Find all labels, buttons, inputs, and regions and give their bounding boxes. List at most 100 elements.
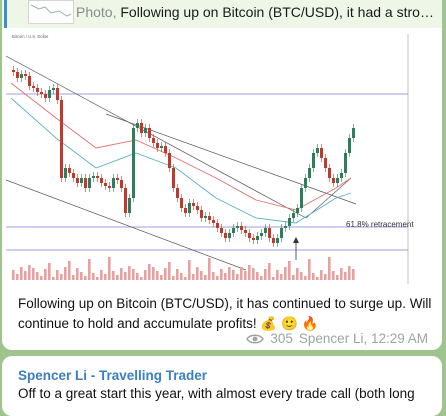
volume-bar — [272, 277, 275, 280]
volume-bar — [120, 268, 123, 280]
next-message-author[interactable]: Spencer Li - Travelling Trader — [18, 368, 208, 383]
message-bubble: Bitcoin / U.S. Dollar 61.8% retracement … — [2, 28, 442, 350]
candle — [172, 168, 175, 188]
candle — [64, 168, 67, 178]
volume-bar — [172, 276, 175, 280]
candle — [104, 183, 107, 186]
volume-bar — [340, 268, 343, 280]
volume-bar — [264, 269, 267, 280]
volume-bar — [164, 268, 167, 280]
volume-bar — [236, 274, 239, 280]
volume-bar — [144, 270, 147, 280]
volume-bar — [36, 272, 39, 280]
volume-bar — [68, 261, 71, 280]
volume-bar — [156, 271, 159, 280]
volume-bar — [292, 275, 295, 280]
volume-bar — [316, 277, 319, 280]
volume-bar — [80, 272, 83, 280]
candle — [224, 233, 227, 238]
volume-bar — [296, 268, 299, 280]
candle — [20, 74, 23, 78]
candle — [56, 88, 59, 100]
candle — [308, 168, 311, 178]
candle — [248, 233, 251, 238]
volume-bar — [192, 274, 195, 280]
volume-bar — [100, 270, 103, 280]
candle — [336, 178, 339, 183]
volume-bar — [204, 275, 207, 280]
volume-bar — [168, 262, 171, 280]
candle — [244, 230, 247, 233]
candle — [144, 128, 147, 133]
chart-image[interactable]: Bitcoin / U.S. Dollar 61.8% retracement — [6, 28, 442, 290]
volume-bar — [136, 273, 139, 280]
reply-label: Photo, — [76, 4, 117, 20]
moving-average-line — [10, 82, 352, 211]
volume-bar — [16, 274, 19, 280]
eye-icon — [246, 333, 265, 345]
candle — [304, 178, 307, 188]
candle — [296, 208, 299, 213]
volume-bar — [128, 266, 131, 280]
trendline — [6, 55, 307, 219]
volume-bar — [300, 272, 303, 280]
candle — [72, 173, 75, 178]
volume-bar — [212, 272, 215, 280]
volume-bar — [40, 276, 43, 280]
volume-bar — [348, 266, 351, 280]
reply-preview[interactable]: Photo, Following up on Bitcoin (BTC/USD)… — [2, 0, 442, 28]
candle — [340, 173, 343, 178]
volume-bar — [220, 269, 223, 280]
volume-bar — [248, 265, 251, 280]
candle — [136, 123, 139, 128]
volume-bar — [12, 270, 15, 280]
volume-bar — [232, 270, 235, 280]
volume-bar — [140, 277, 143, 280]
volume-bar — [176, 269, 179, 280]
volume-bar — [72, 275, 75, 280]
volume-bar — [196, 267, 199, 280]
volume-bar — [52, 277, 55, 280]
candle — [352, 128, 355, 138]
volume-bar — [228, 267, 231, 280]
volume-bar — [108, 257, 111, 280]
candle — [76, 178, 79, 183]
candle — [272, 238, 275, 243]
volume-bar — [112, 271, 115, 280]
candle — [24, 74, 27, 76]
volume-bar — [60, 274, 63, 280]
volume-bar — [56, 270, 59, 280]
candle — [188, 203, 191, 213]
view-count: 305 — [270, 331, 293, 346]
candle — [208, 216, 211, 220]
volume-bar — [148, 264, 151, 280]
volume-bar — [284, 267, 287, 280]
volume-bar — [336, 275, 339, 280]
candle — [184, 208, 187, 213]
candle — [156, 143, 159, 148]
volume-bar — [180, 273, 183, 280]
volume-bar — [200, 271, 203, 280]
candle — [252, 238, 255, 240]
candle — [176, 188, 179, 198]
candle — [132, 128, 135, 198]
reply-thumbnail — [28, 0, 74, 24]
volume-bar — [324, 274, 327, 280]
reply-accent-bar — [4, 0, 7, 28]
candle — [332, 178, 335, 183]
candle — [16, 72, 19, 78]
volume-bar — [28, 265, 31, 280]
chart-symbol-label: Bitcoin / U.S. Dollar — [12, 34, 49, 39]
candle — [100, 178, 103, 183]
volume-bar — [320, 270, 323, 280]
candle — [28, 76, 31, 86]
candle — [116, 178, 119, 180]
volume-bar — [328, 257, 331, 280]
reply-text: Photo, Following up on Bitcoin (BTC/USD)… — [76, 4, 436, 20]
candle — [124, 188, 127, 213]
volume-bar — [260, 276, 263, 280]
candle — [220, 228, 223, 233]
candle — [80, 178, 83, 183]
trendline — [6, 179, 247, 271]
volume-bar — [288, 261, 291, 280]
